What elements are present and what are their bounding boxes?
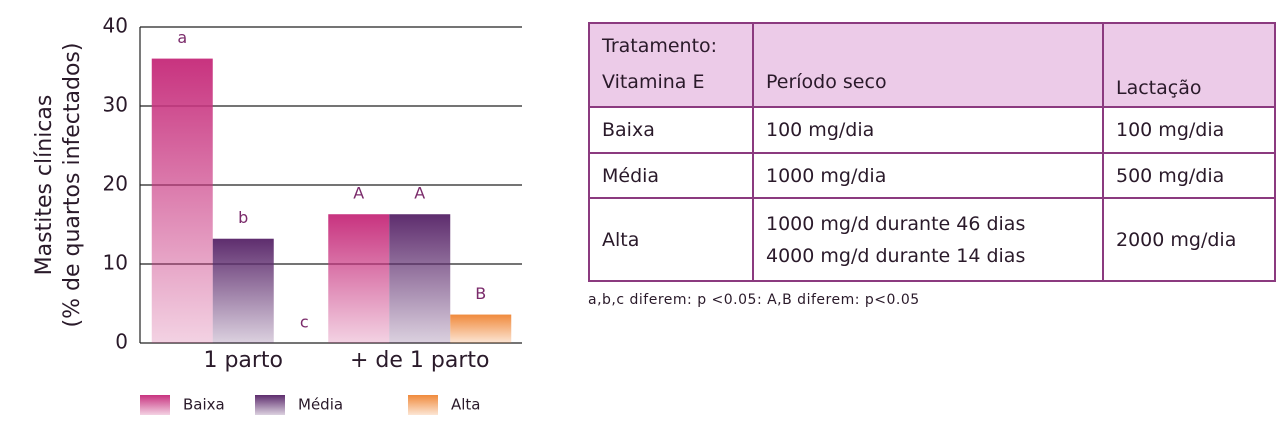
bar-letter: a: [177, 28, 187, 47]
chart: Mastites clínicas (% de quartos infectad…: [32, 14, 522, 415]
bar: [212, 238, 274, 343]
legend-swatch: [255, 395, 285, 415]
bar-letter: B: [475, 284, 486, 303]
header-text: Vitamina E: [602, 71, 705, 93]
y-axis-title: Mastites clínicas: [32, 95, 57, 276]
legend-swatch: [140, 395, 170, 415]
table: Tratamento: Vitamina E Período seco Lact…: [588, 22, 1276, 282]
header-cell: Tratamento: Vitamina E: [588, 22, 754, 108]
y-tick-label: 10: [103, 251, 128, 275]
legend-label: Baixa: [183, 396, 225, 414]
header-text: Período seco: [766, 71, 887, 93]
cell: Baixa: [588, 106, 754, 154]
cell: Média: [588, 152, 754, 199]
table-header: Tratamento: Vitamina E Período seco Lact…: [588, 22, 1276, 108]
header-text: Lactação: [1116, 77, 1202, 99]
y-tick-label: 40: [103, 14, 128, 38]
header-text: Tratamento:: [602, 35, 718, 57]
table-row: Alta 1000 mg/d durante 46 dias 4000 mg/d…: [588, 197, 1276, 282]
table-row: Média 1000 mg/dia 500 mg/dia: [588, 152, 1276, 199]
y-tick-label: 30: [103, 93, 128, 117]
cell: 500 mg/dia: [1102, 152, 1276, 199]
y-tick-label: 20: [103, 172, 128, 196]
footnote: a,b,c diferem: p <0.05: A,B diferem: p<0…: [588, 292, 920, 308]
cell-text: 1000 mg/d durante 46 dias: [766, 212, 1026, 235]
table-row: Baixa 100 mg/dia 100 mg/dia: [588, 106, 1276, 154]
legend-label: Alta: [451, 396, 481, 414]
cell: 2000 mg/dia: [1102, 197, 1276, 282]
cell: 100 mg/dia: [1102, 106, 1276, 154]
bar-letter: A: [353, 184, 364, 203]
x-tick-label: 1 parto: [203, 348, 283, 373]
cell-text: 4000 mg/d durante 14 dias: [766, 244, 1026, 267]
bar: [151, 58, 213, 343]
legend-label: Média: [298, 396, 343, 414]
cell-text: 1000 mg/dia: [766, 164, 887, 187]
bar-letter: A: [414, 184, 425, 203]
y-tick-label: 0: [115, 330, 128, 354]
y-axis-title: (% de quartos infectados): [60, 43, 85, 328]
cell: 100 mg/dia: [752, 106, 1104, 154]
cell: Alta: [588, 197, 754, 282]
bar-letter: c: [300, 313, 309, 332]
bar: [389, 214, 451, 343]
bar-letter: b: [238, 208, 248, 227]
cell-text: 100 mg/dia: [766, 119, 875, 141]
legend-swatch: [408, 395, 438, 415]
cell: 1000 mg/d durante 46 dias 4000 mg/d dura…: [752, 197, 1104, 282]
header-cell: Lactação: [1102, 22, 1276, 108]
bar: [328, 214, 390, 343]
header-cell: Período seco: [752, 22, 1104, 108]
x-tick-label: + de 1 parto: [350, 348, 490, 373]
bar: [450, 314, 512, 343]
cell: 1000 mg/dia: [752, 152, 1104, 199]
